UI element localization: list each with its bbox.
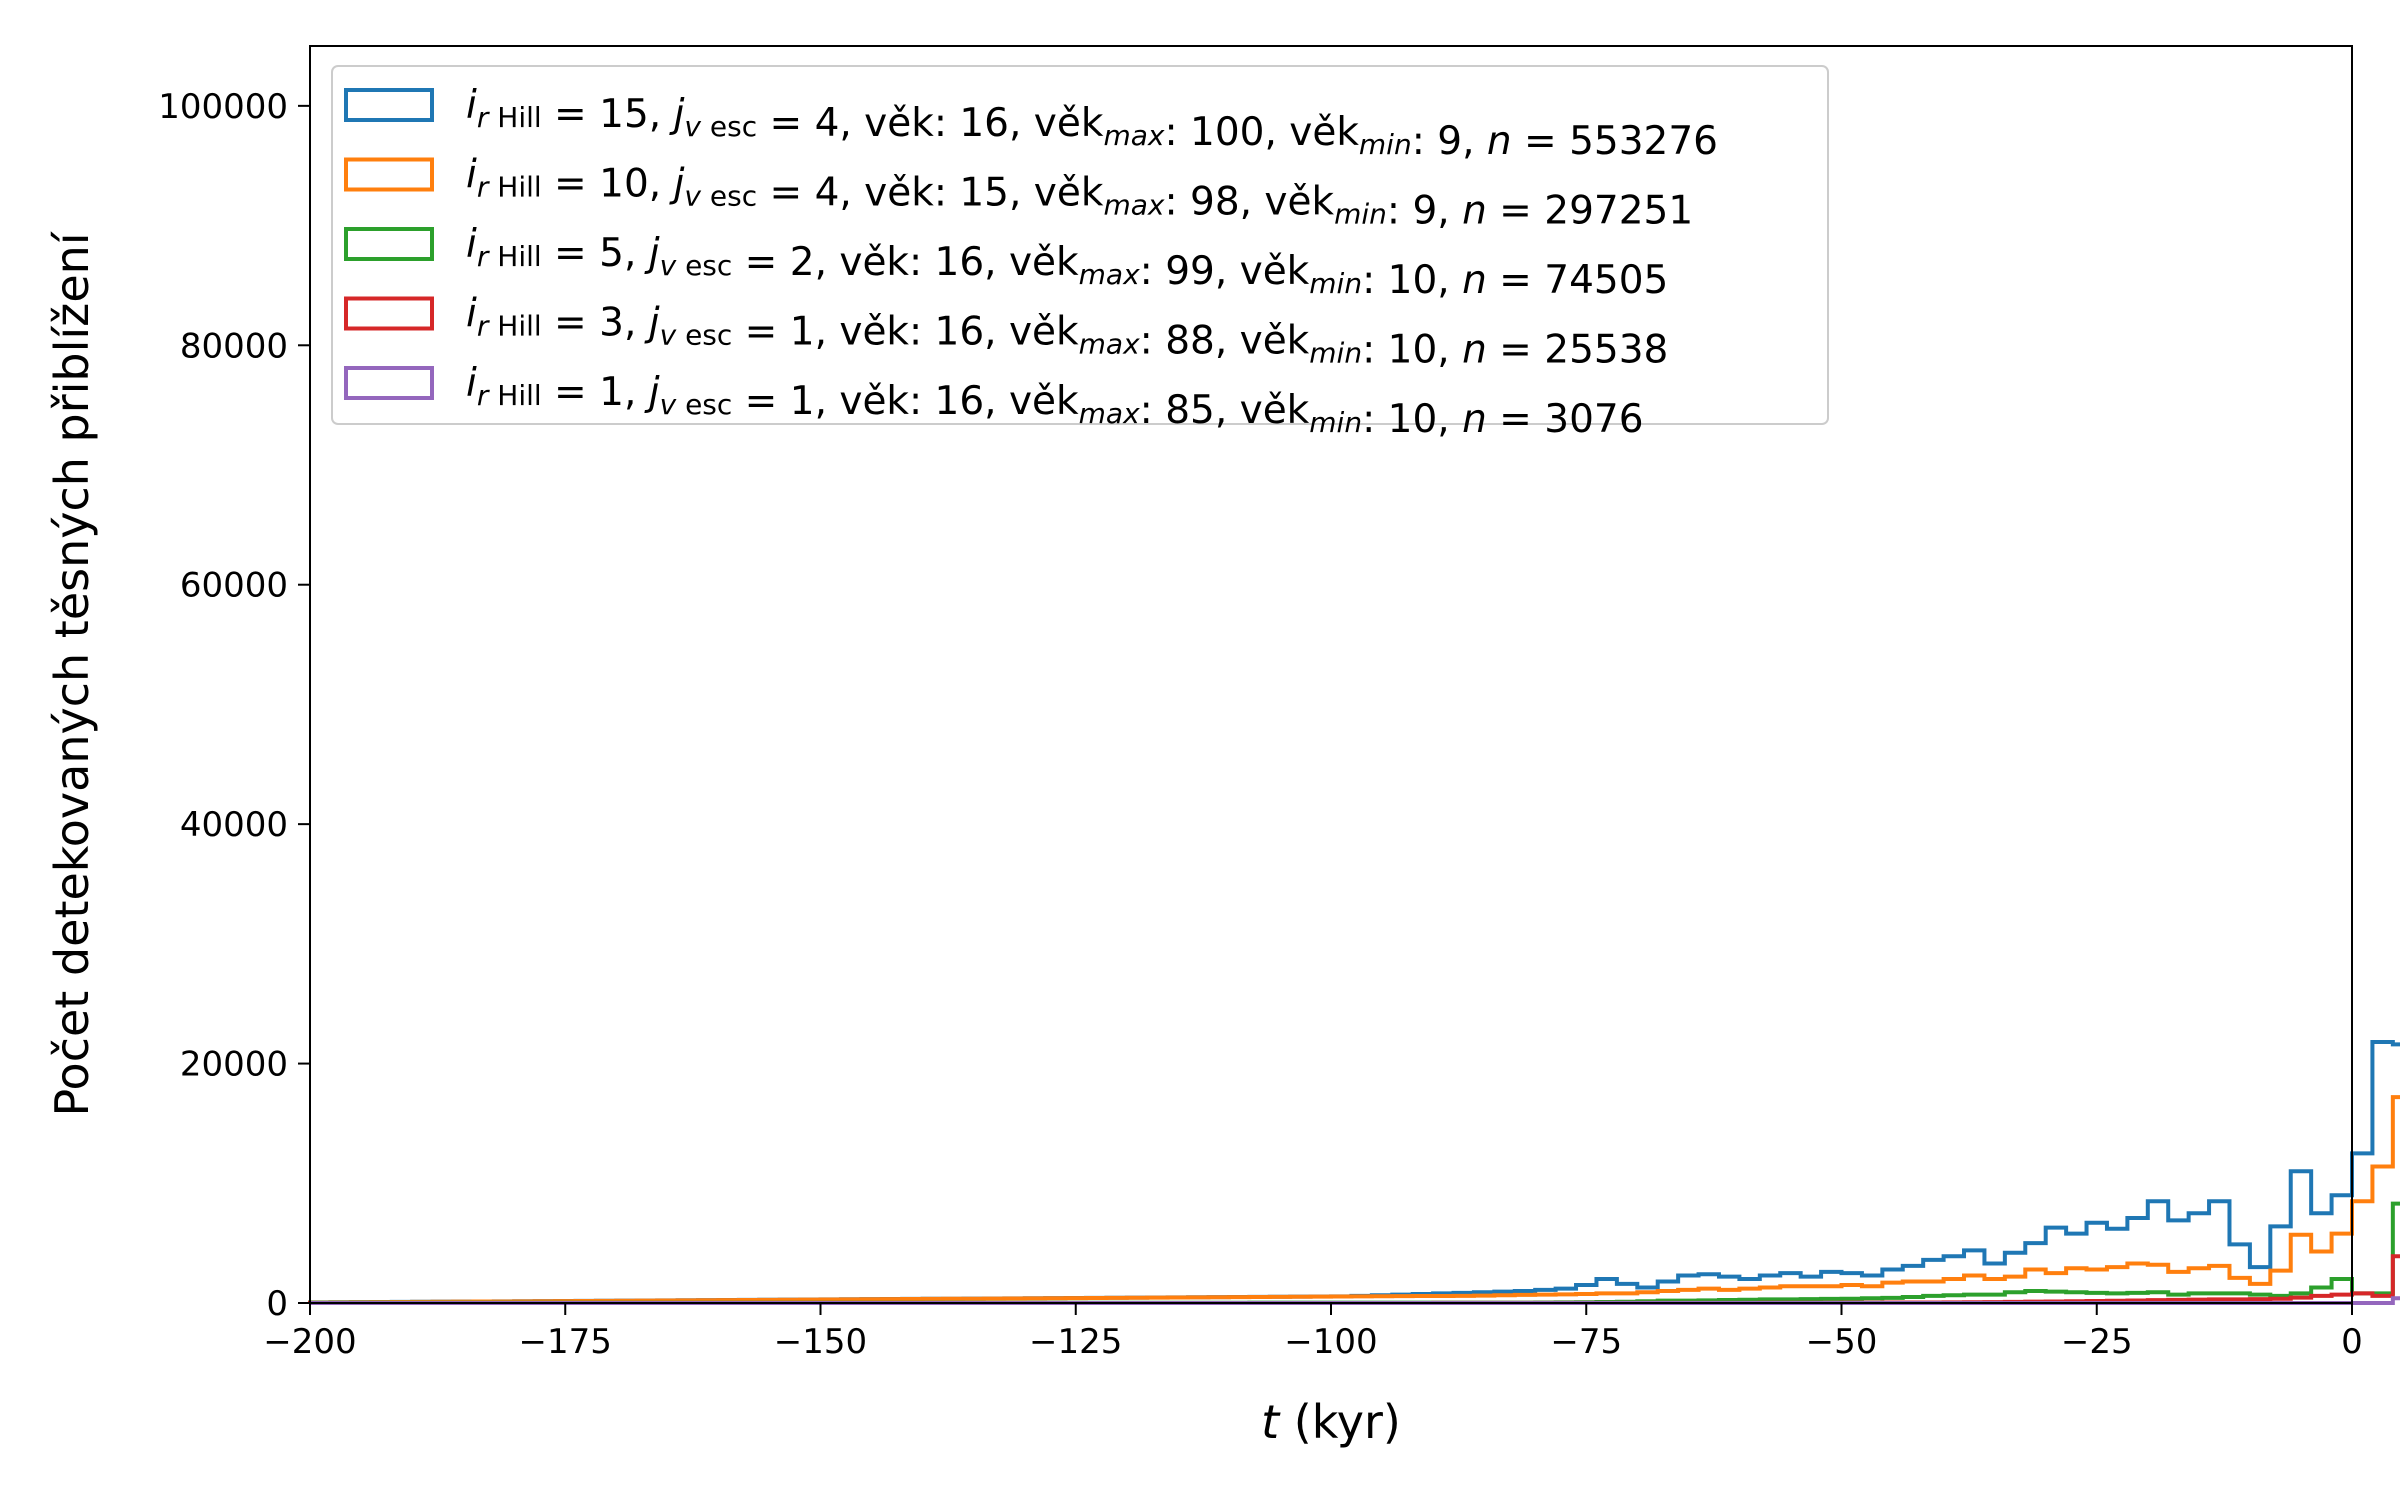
legend-label: ir Hill = 10, jv esc = 4, věk: 15, věkma… [466,153,1693,234]
legend-swatch [344,227,434,261]
y-tick-label: 20000 [180,1045,288,1085]
y-tick-label: 60000 [180,566,288,606]
x-tick-label: −75 [1550,1322,1622,1362]
legend-items: ir Hill = 15, jv esc = 4, věk: 16, věkma… [344,83,1718,442]
legend-label: ir Hill = 1, jv esc = 1, věk: 16, věkmax… [466,361,1644,442]
legend-item: ir Hill = 15, jv esc = 4, věk: 16, věkma… [344,83,1718,164]
y-axis-ticks: 0 20000 40000 60000 80000 100000 [158,87,310,1324]
x-tick-label: −125 [1029,1322,1122,1362]
x-axis-title: t (kyr) [1261,1395,1401,1449]
legend-label: ir Hill = 3, jv esc = 1, věk: 16, věkmax… [466,292,1668,373]
legend-swatch [344,88,434,122]
x-tick-label: −25 [2061,1322,2133,1362]
x-tick-label: −100 [1284,1322,1377,1362]
y-tick-label: 100000 [158,87,288,127]
legend-item: ir Hill = 1, jv esc = 1, věk: 16, věkmax… [344,361,1644,442]
y-tick-label: 80000 [180,326,288,366]
legend-swatch [344,157,434,192]
legend-frame [331,65,1829,425]
legend-swatch [344,296,434,331]
series-2-histogram-line [308,1095,2400,1305]
legend: ir Hill = 15, jv esc = 4, věk: 16, věkma… [331,65,1829,442]
legend-item: ir Hill = 5, jv esc = 2, věk: 16, věkmax… [344,222,1668,303]
legend-label: ir Hill = 5, jv esc = 2, věk: 16, věkmax… [466,222,1668,303]
legend-label: ir Hill = 15, jv esc = 4, věk: 16, věkma… [466,83,1718,164]
legend-swatch [344,366,434,400]
y-axis-title: Počet detekovaných těsných přiblížení [45,231,99,1116]
y-tick-label: 40000 [180,805,288,845]
legend-item: ir Hill = 3, jv esc = 1, věk: 16, věkmax… [344,292,1668,373]
x-tick-label: −200 [263,1322,356,1362]
x-tick-label: −175 [519,1322,612,1362]
legend-item: ir Hill = 10, jv esc = 4, věk: 15, věkma… [344,153,1693,234]
x-axis-ticks: −200 −175 −150 −125 −100 −75 −50 −25 0 [263,1303,2363,1362]
x-tick-label: −150 [774,1322,867,1362]
x-tick-label: 0 [2341,1322,2363,1362]
y-tick-label: 0 [266,1284,288,1324]
x-tick-label: −50 [1806,1322,1878,1362]
